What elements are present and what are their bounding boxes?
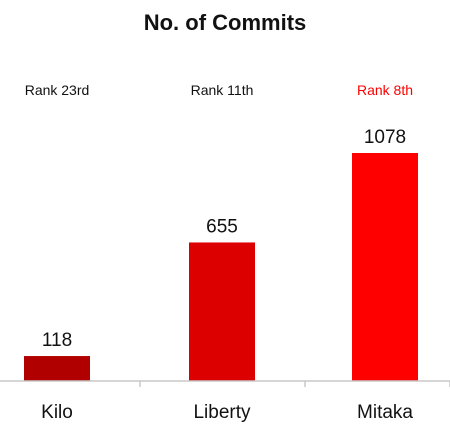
rank-label-mitaka: Rank 8th — [357, 82, 413, 98]
category-label-liberty: Liberty — [193, 402, 251, 423]
category-labels: Kilo Liberty Mitaka — [41, 402, 413, 423]
x-axis-ticks — [139, 381, 450, 387]
category-label-mitaka: Mitaka — [357, 402, 413, 423]
bar-mitaka — [352, 153, 418, 381]
rank-labels: Rank 23rd Rank 11th Rank 8th — [25, 82, 413, 98]
category-label-kilo: Kilo — [41, 402, 73, 423]
rank-label-kilo: Rank 23rd — [25, 82, 90, 98]
bars-group — [24, 153, 418, 381]
bar-kilo — [24, 356, 90, 381]
chart-title: No. of Commits — [144, 10, 307, 35]
value-labels: 118 655 1078 — [42, 127, 406, 351]
rank-label-liberty: Rank 11th — [191, 82, 254, 98]
value-label-liberty: 655 — [206, 216, 238, 237]
bar-liberty — [189, 242, 255, 381]
value-label-kilo: 118 — [42, 330, 72, 351]
value-label-mitaka: 1078 — [364, 127, 406, 148]
